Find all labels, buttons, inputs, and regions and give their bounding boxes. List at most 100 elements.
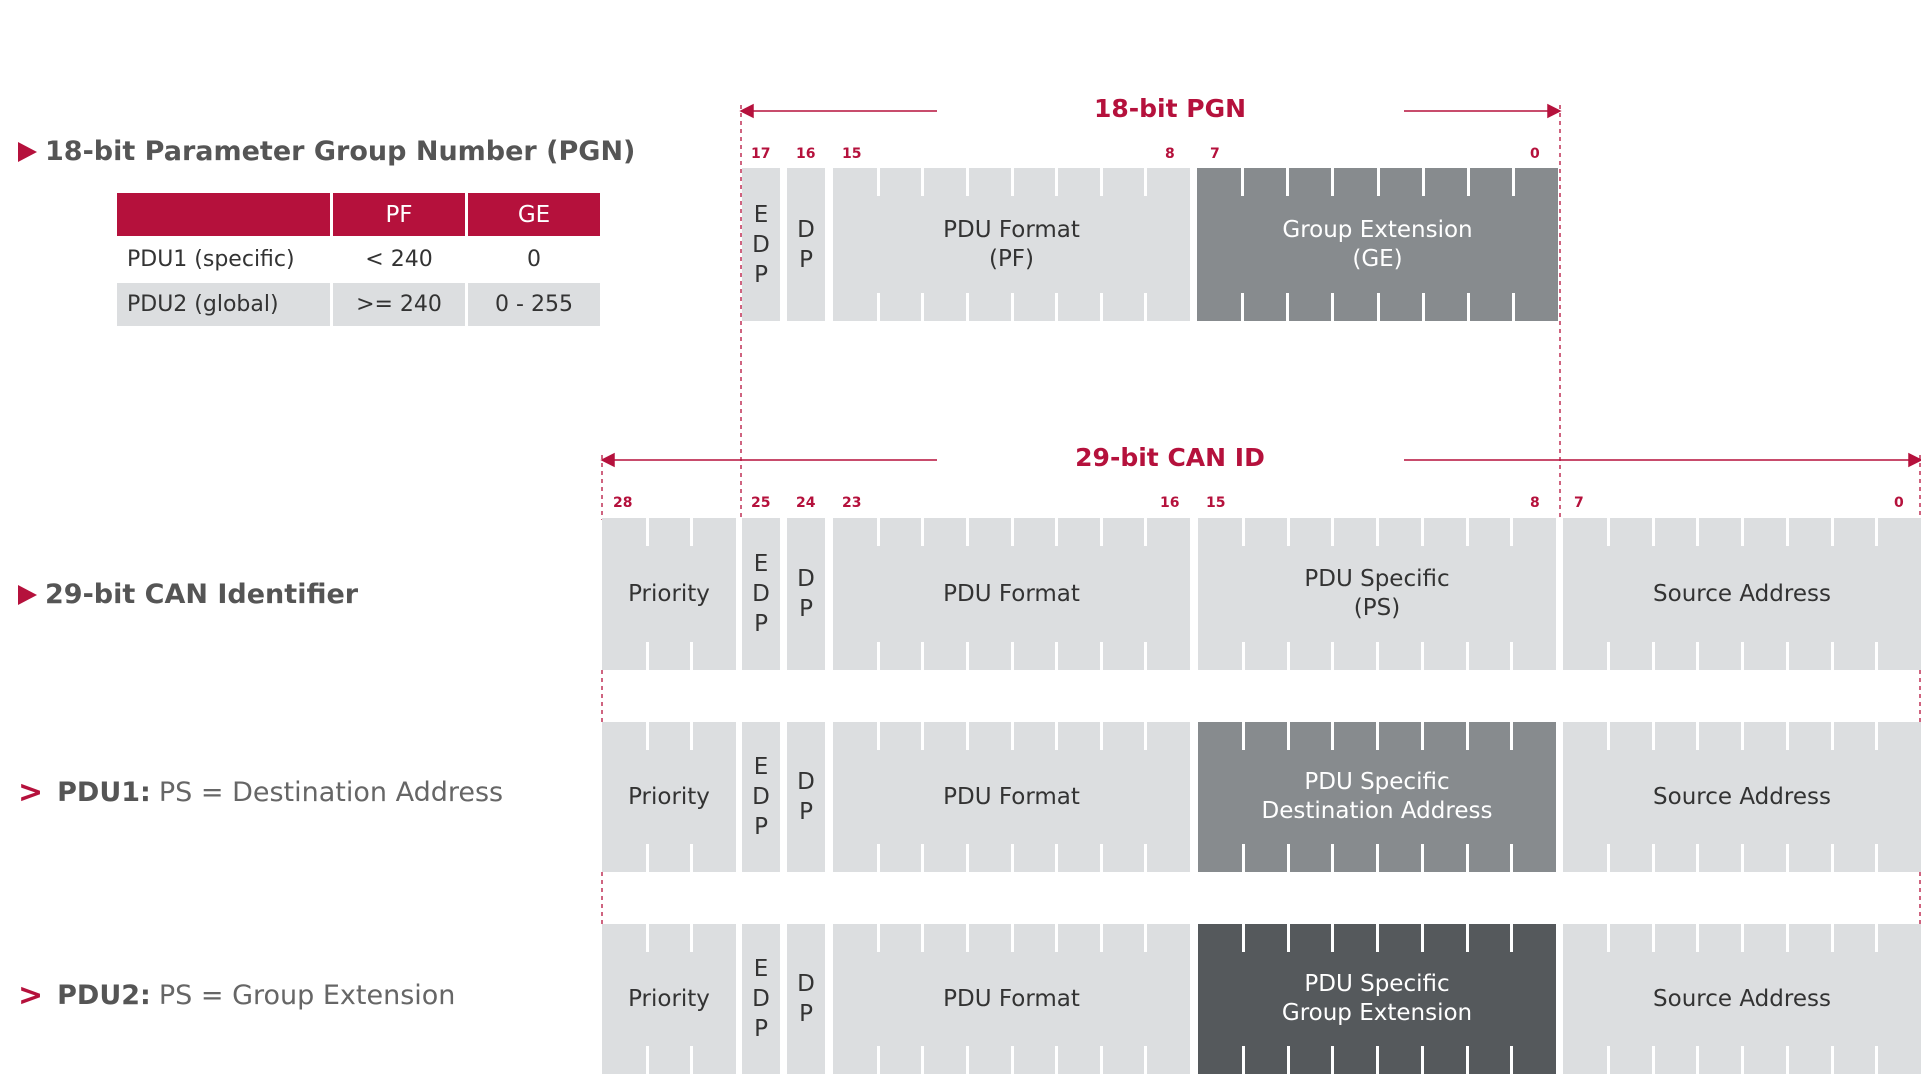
bit-divider-tick [1696, 642, 1699, 670]
field-label: Priority [628, 783, 710, 810]
source-address-field: Source Address [1563, 518, 1921, 670]
priority-field: Priority [602, 518, 736, 670]
bit-divider-tick [1607, 722, 1610, 750]
bit-divider-tick [1100, 642, 1103, 670]
bit-divider-tick [877, 293, 880, 321]
chevron-right-icon: > [18, 775, 44, 810]
bit-number: 17 [751, 146, 771, 162]
bit-divider-tick [1510, 722, 1513, 750]
edp-letter: E [753, 201, 769, 228]
bit-divider-tick [1144, 168, 1147, 196]
table-row: PDU1 (specific) < 240 0 [117, 238, 603, 281]
field-label: Priority [628, 985, 710, 1012]
bit-divider-tick [1144, 722, 1147, 750]
bit-divider-tick [1466, 924, 1469, 952]
bit-divider-tick [1421, 642, 1424, 670]
bit-divider-tick [1331, 924, 1334, 952]
bit-divider-tick [1607, 844, 1610, 872]
bit-divider-tick [921, 722, 924, 750]
bit-divider-tick [877, 1046, 880, 1074]
edp-field: E D P [742, 168, 780, 321]
bit-divider-tick [1741, 844, 1744, 872]
bit-divider-tick [646, 642, 649, 670]
can-arrowhead-left [600, 452, 615, 468]
field-label: PDU Specific [1304, 971, 1450, 997]
bit-divider-tick [1376, 518, 1379, 546]
bit-divider-tick [1607, 1046, 1610, 1074]
bit-divider-tick [1466, 1046, 1469, 1074]
pgn-title: 18-bit PGN [1093, 94, 1247, 123]
bit-divider-tick [1741, 1046, 1744, 1074]
bit-divider-tick [1144, 1046, 1147, 1074]
bit-divider-tick [1011, 518, 1014, 546]
bit-divider-tick [966, 924, 969, 952]
bit-divider-tick [1242, 642, 1245, 670]
bit-divider-tick [1011, 844, 1014, 872]
bit-divider-tick [1242, 518, 1245, 546]
bit-divider-tick [690, 722, 693, 750]
bit-divider-tick [966, 642, 969, 670]
bit-divider-tick [1011, 722, 1014, 750]
bit-divider-tick [1287, 722, 1290, 750]
dp-letter: P [799, 799, 813, 825]
bit-divider-tick [1100, 518, 1103, 546]
bit-number: 16 [1160, 495, 1180, 511]
edp-letter: P [754, 814, 768, 840]
bit-divider-tick [1510, 642, 1513, 670]
bit-divider-tick [1011, 293, 1014, 321]
bit-divider-tick [1696, 924, 1699, 952]
table-cell: 0 [527, 247, 541, 272]
bit-divider-tick [1510, 844, 1513, 872]
bit-divider-tick [1696, 722, 1699, 750]
source-address-field: Source Address [1563, 924, 1921, 1074]
bit-divider-tick [1144, 924, 1147, 952]
bit-divider-tick [1786, 722, 1789, 750]
bit-divider-tick [1241, 168, 1244, 196]
field-label: PDU Format [943, 783, 1080, 810]
bit-divider-tick [1652, 1046, 1655, 1074]
bit-divider-tick [1331, 1046, 1334, 1074]
bit-divider-tick [966, 168, 969, 196]
bit-divider-tick [1055, 518, 1058, 546]
edp-letter: D [752, 986, 770, 1012]
bit-divider-tick [1144, 844, 1147, 872]
bit-divider-tick [921, 844, 924, 872]
bit-divider-tick [1144, 642, 1147, 670]
bit-divider-tick [1242, 844, 1245, 872]
bit-divider-tick [1286, 293, 1289, 321]
bit-divider-tick [646, 844, 649, 872]
bit-divider-tick [1652, 844, 1655, 872]
bit-divider-tick [1377, 168, 1380, 196]
bit-divider-tick [1421, 924, 1424, 952]
bit-divider-tick [1055, 293, 1058, 321]
pgn-heading-text: 18-bit Parameter Group Number (PGN) [45, 136, 636, 167]
canid-heading-text: 29-bit CAN Identifier [45, 579, 359, 610]
bit-divider-tick [1652, 924, 1655, 952]
bit-divider-tick [690, 518, 693, 546]
field-label: Source Address [1653, 783, 1831, 810]
field-label: Priority [628, 580, 710, 607]
bit-divider-tick [1875, 1046, 1878, 1074]
bit-divider-tick [1875, 924, 1878, 952]
bit-divider-tick [1786, 1046, 1789, 1074]
bit-divider-tick [1100, 1046, 1103, 1074]
bit-divider-tick [690, 642, 693, 670]
edp-letter: D [752, 231, 770, 258]
dp-letter: D [797, 566, 815, 592]
bit-divider-tick [966, 722, 969, 750]
bit-number: 24 [796, 495, 816, 511]
bit-divider-tick [1512, 293, 1515, 321]
bit-divider-tick [1831, 844, 1834, 872]
bit-divider-tick [921, 924, 924, 952]
bit-divider-tick [1607, 924, 1610, 952]
bit-divider-tick [1100, 168, 1103, 196]
bit-divider-tick [1011, 642, 1014, 670]
bit-number: 28 [613, 495, 633, 511]
field-label: Source Address [1653, 580, 1831, 607]
bit-divider-tick [1466, 844, 1469, 872]
bit-divider-tick [1376, 924, 1379, 952]
